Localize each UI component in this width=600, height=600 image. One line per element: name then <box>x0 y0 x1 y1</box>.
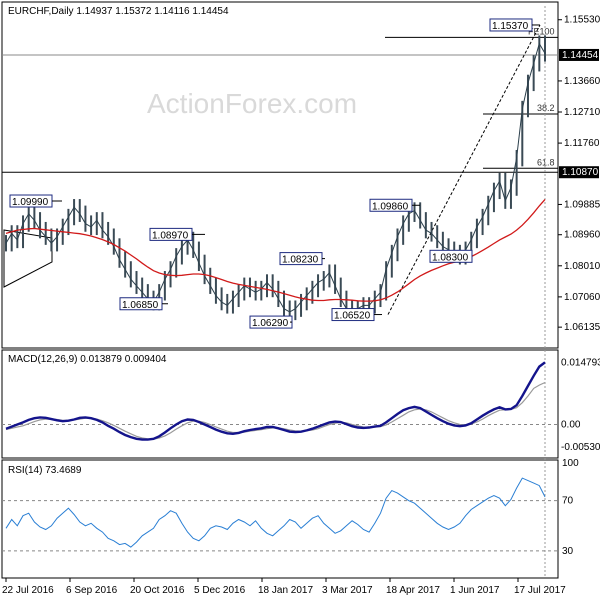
macd-axis-label: 0.00 <box>561 420 581 431</box>
price-axis-label: 1.07060 <box>564 292 600 303</box>
price-axis-label: 1.15530 <box>564 15 600 26</box>
support-level-label: 1.10870 <box>562 167 599 178</box>
price-axis-label: 1.09885 <box>564 199 600 210</box>
macd-header: MACD(12,26,9) 0.013879 0.009404 <box>8 354 167 365</box>
rsi-pane-frame <box>1 459 559 579</box>
macd-axis-label: 0.014793 <box>561 357 600 368</box>
rsi-line <box>5 477 546 548</box>
x-axis-label: 1 Jun 2017 <box>450 585 500 596</box>
annotation-label: 1.09860 <box>372 201 409 212</box>
price-axis-label: 1.12710 <box>564 107 600 118</box>
x-axis-label: 20 Oct 2016 <box>130 585 185 596</box>
macd-line <box>5 361 546 441</box>
rsi-header: RSI(14) 73.4689 <box>8 465 82 476</box>
annotation-label: 1.09990 <box>12 197 49 208</box>
x-axis-label: 3 Mar 2017 <box>322 585 373 596</box>
annotation-label: 1.08300 <box>432 252 469 263</box>
annotation-label: 1.06850 <box>122 300 159 311</box>
annotation-box <box>429 249 473 263</box>
current-price-badge <box>559 48 599 61</box>
price-header: EURCHF,Daily 1.14937 1.15372 1.14116 1.1… <box>8 6 229 17</box>
x-axis-label: 22 Jul 2016 <box>2 585 54 596</box>
macd-pane-frame <box>1 349 559 459</box>
watermark: ActionForex.com <box>147 88 357 119</box>
x-axis-label: 6 Sep 2016 <box>66 585 118 596</box>
triangle-pattern <box>3 229 53 288</box>
fib-label: 61.8 <box>537 157 555 167</box>
annotation-label: 1.06520 <box>334 311 371 322</box>
current-price-label: 1.14454 <box>562 50 599 61</box>
price-axis-label: 1.13660 <box>564 76 600 87</box>
annotation-label: 1.06290 <box>252 318 289 329</box>
x-axis-label: 18 Apr 2017 <box>386 585 440 596</box>
rsi-axis-label: 70 <box>562 496 574 507</box>
price-axis-label: 1.11760 <box>564 138 600 149</box>
projection-dashed-line <box>387 24 541 315</box>
annotation-label: 1.15370 <box>492 21 529 32</box>
price-pane-frame <box>1 1 559 349</box>
x-axis-label: 17 Jul 2017 <box>514 585 566 596</box>
annotation-label: 1.08970 <box>152 230 189 241</box>
annotation-label: 1.08230 <box>282 255 319 266</box>
x-axis-label: 5 Dec 2016 <box>194 585 246 596</box>
fib-label: FE100 <box>528 26 555 36</box>
rsi-axis-label: 30 <box>562 546 574 557</box>
support-level-badge <box>559 166 599 179</box>
fib-label: 38.2 <box>537 103 555 113</box>
x-axis-label: 18 Jan 2017 <box>258 585 313 596</box>
price-axis-label: 1.06135 <box>564 322 600 333</box>
rsi-axis-label: 100 <box>562 458 579 469</box>
macd-axis-label: -0.005308 <box>561 442 600 453</box>
price-axis-label: 1.08960 <box>564 230 600 241</box>
price-axis-label: 1.08010 <box>564 261 600 272</box>
